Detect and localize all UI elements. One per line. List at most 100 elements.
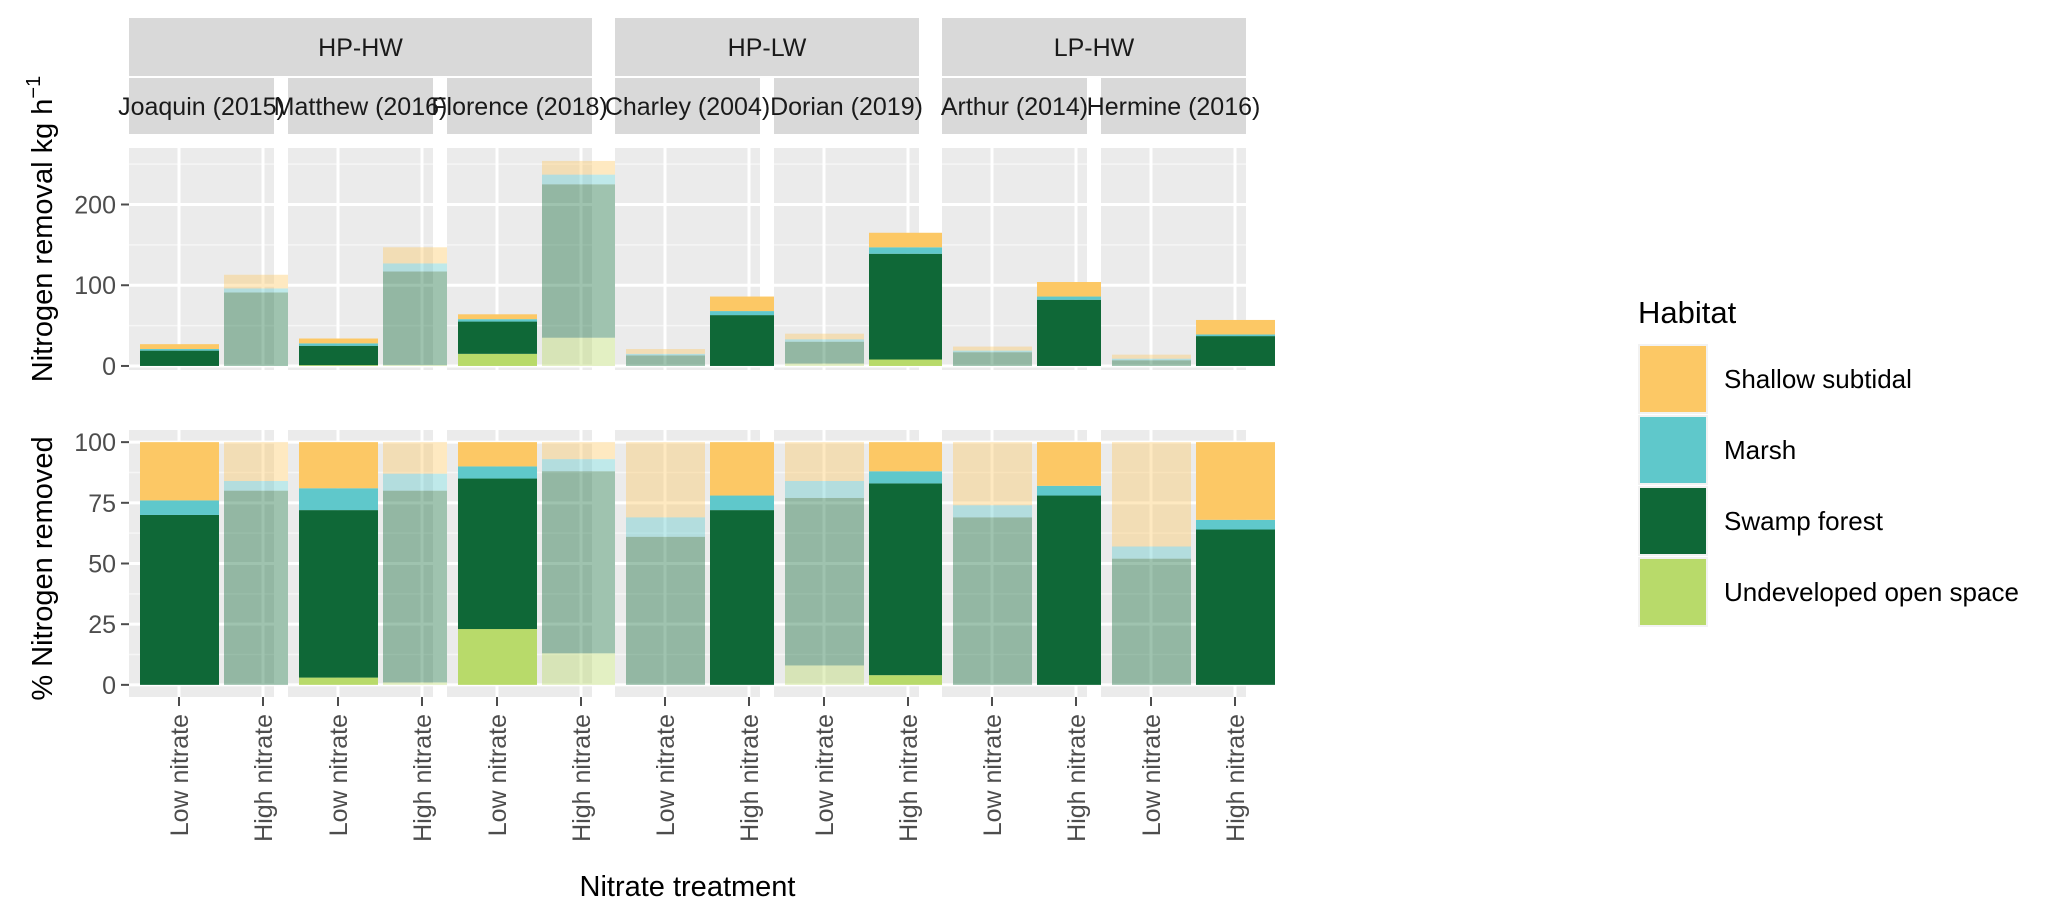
bar-segment-marsh — [1037, 296, 1116, 300]
bar-segment-marsh — [299, 488, 378, 511]
top-panel-matthew-2016 — [288, 148, 462, 370]
bottom-panel-joaquin-2015 — [129, 430, 303, 697]
bar-segment-shallow-subtidal — [299, 442, 378, 489]
bar-segment-undeveloped-open-space — [542, 337, 621, 366]
bar-segment-swamp-forest — [1196, 529, 1275, 685]
bar-segment-swamp-forest — [1112, 360, 1191, 366]
bar-segment-shallow-subtidal — [299, 338, 378, 344]
bar-segment-marsh — [224, 480, 303, 491]
bar-segment-undeveloped-open-space — [785, 363, 864, 366]
x-tick-label: Low nitrate — [484, 714, 512, 836]
storm-strip — [615, 78, 760, 134]
storm-strip-label: Florence (2018) — [431, 93, 607, 121]
bar-segment-marsh — [542, 174, 621, 185]
storm-strip-label: Hermine (2016) — [1087, 93, 1261, 121]
bar-segment-swamp-forest — [140, 514, 219, 685]
bar-segment-shallow-subtidal — [458, 314, 537, 320]
bottom-panel-charley-2004 — [615, 430, 789, 697]
y-tick-label: 200 — [74, 192, 116, 220]
top-panel-charley-2004 — [615, 148, 789, 370]
bar-segment-swamp-forest — [140, 350, 219, 366]
x-tick-label: Low nitrate — [1138, 714, 1166, 836]
bottom-y-axis-title: % Nitrogen removed — [27, 436, 59, 700]
top-panel-hermine-2016 — [1101, 148, 1275, 370]
group-strip — [942, 18, 1246, 76]
x-tick-label: Low nitrate — [979, 714, 1007, 836]
axes: 0 100 200 0 25 50 75 100 Nitrogen removal kg h−1… — [23, 76, 1250, 903]
x-axis-title: Nitrate treatment — [580, 871, 796, 903]
y-tick-label: 25 — [88, 611, 116, 639]
bar-segment-marsh — [140, 349, 219, 351]
bar-segment-shallow-subtidal — [1037, 282, 1116, 297]
x-tick-label: High nitrate — [568, 714, 596, 842]
bar-segment-shallow-subtidal — [140, 442, 219, 501]
bar-segment-swamp-forest — [299, 510, 378, 678]
facet-strips: HP-HW HP-LW LP-HW Joaquin (2015)Matthew (20… — [118, 18, 1260, 134]
bar-segment-swamp-forest — [542, 184, 621, 338]
x-tick-label: High nitrate — [1063, 714, 1091, 842]
bar-segment-undeveloped-open-space — [299, 365, 378, 366]
bar-segment-shallow-subtidal — [1196, 319, 1275, 335]
bar-segment-undeveloped-open-space — [542, 653, 621, 685]
bar-segment-swamp-forest — [785, 497, 864, 666]
bar-segment-swamp-forest — [458, 321, 537, 354]
bar-segment-marsh — [383, 473, 462, 491]
legend-swatch — [1640, 559, 1706, 625]
x-tick-label: High nitrate — [736, 714, 764, 842]
bar-segment-undeveloped-open-space — [869, 675, 948, 685]
bar-segment-marsh — [953, 505, 1032, 518]
group-strip-label: HP-LW — [728, 34, 807, 62]
bottom-panel-dorian-2019 — [774, 430, 948, 697]
storm-strip — [942, 78, 1087, 134]
bar-segment-marsh — [458, 466, 537, 479]
legend-label: Marsh — [1724, 435, 1796, 465]
legend-label: Shallow subtidal — [1724, 364, 1912, 394]
legend: Habitat Shallow subtidal Marsh Swamp forest… — [1638, 295, 2019, 627]
bar-segment-marsh — [626, 353, 705, 356]
bar-segment-marsh — [1112, 546, 1191, 559]
bar-segment-marsh — [710, 495, 789, 511]
bar-segment-undeveloped-open-space — [383, 365, 462, 366]
top-panel-florence-2018 — [447, 148, 621, 370]
x-tick-label: Low nitrate — [652, 714, 680, 836]
bar-segment-marsh — [224, 288, 303, 293]
bar-segment-swamp-forest — [1112, 558, 1191, 685]
bar-segment-marsh — [953, 350, 1032, 353]
bar-segment-swamp-forest — [869, 253, 948, 360]
y-tick-label: 50 — [88, 551, 116, 579]
bar-segment-marsh — [1037, 485, 1116, 496]
x-tick-label: Low nitrate — [811, 714, 839, 836]
bar-segment-shallow-subtidal — [953, 346, 1032, 351]
legend-item-swamp-forest: Swamp forest — [1638, 486, 1884, 556]
bar-segment-swamp-forest — [869, 483, 948, 676]
group-strip — [615, 18, 919, 76]
storm-strip — [129, 78, 274, 134]
bar-segment-shallow-subtidal — [1112, 442, 1191, 547]
facet-panels — [129, 148, 1275, 697]
bar-segment-undeveloped-open-space — [785, 665, 864, 685]
top-panel-joaquin-2015 — [129, 148, 303, 370]
bar-segment-undeveloped-open-space — [869, 359, 948, 366]
bar-segment-swamp-forest — [542, 471, 621, 654]
legend-swatch — [1640, 346, 1706, 412]
top-y-axis-title: Nitrogen removal kg h−1 — [23, 76, 59, 383]
storm-strip-label: Dorian (2019) — [770, 93, 923, 121]
panel-background — [288, 148, 433, 370]
bar-segment-shallow-subtidal — [542, 160, 621, 175]
panel-background — [129, 148, 274, 370]
bar-segment-marsh — [458, 319, 537, 322]
y-tick-label: 100 — [74, 429, 116, 457]
group-strip-label: LP-HW — [1054, 34, 1135, 62]
bar-segment-undeveloped-open-space — [299, 677, 378, 685]
bar-segment-shallow-subtidal — [140, 344, 219, 350]
bottom-panel-florence-2018 — [447, 430, 621, 697]
bar-segment-swamp-forest — [626, 355, 705, 366]
bar-segment-shallow-subtidal — [626, 442, 705, 518]
x-tick-label: High nitrate — [1222, 714, 1250, 842]
group-strip-label: HP-HW — [318, 34, 403, 62]
bar-segment-shallow-subtidal — [953, 442, 1032, 506]
bar-segment-swamp-forest — [1196, 336, 1275, 366]
bar-segment-marsh — [542, 459, 621, 472]
group-strip — [129, 18, 592, 76]
